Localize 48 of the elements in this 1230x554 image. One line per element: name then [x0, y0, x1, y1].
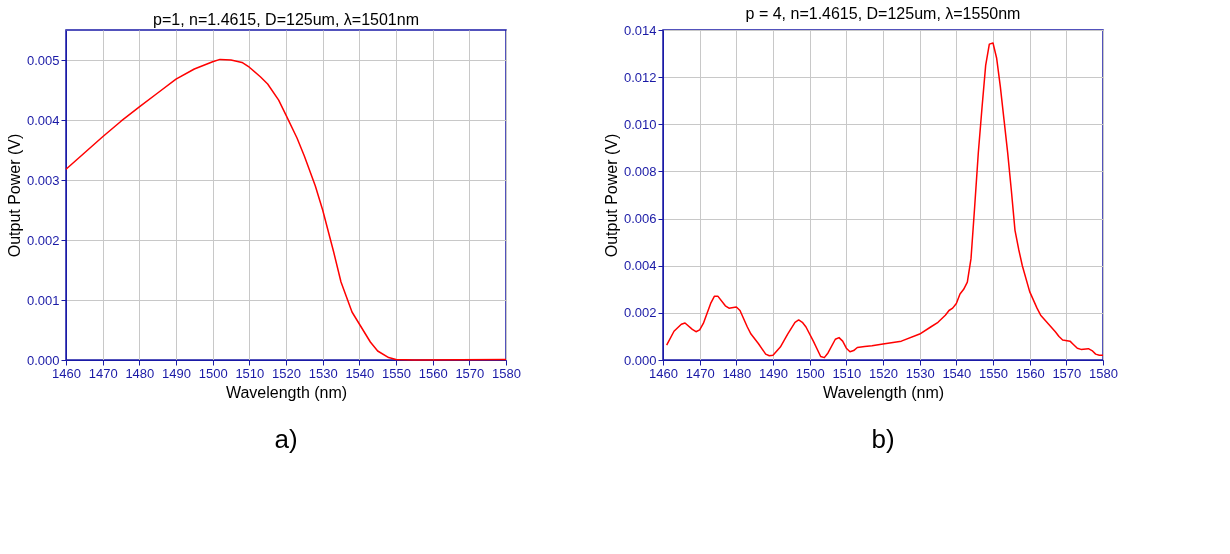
- x-tick-label: 1580: [492, 365, 521, 381]
- y-axis-title: Output Power (V): [602, 133, 620, 258]
- x-tick-label: 1530: [308, 365, 338, 381]
- y-tick-label: 0.004: [26, 112, 60, 128]
- x-axis-title: Wavelength (nm): [225, 383, 348, 401]
- y-axis-title: Output Power (V): [5, 133, 23, 258]
- x-tick-label: 1460: [52, 365, 81, 381]
- text: a): [274, 424, 298, 454]
- x-tick-label: 1460: [649, 365, 678, 381]
- x-tick-label: 1570: [455, 365, 485, 381]
- y-tick-label: 0.004: [623, 258, 657, 274]
- x-tick-label: 1480: [125, 365, 155, 381]
- y-tick-label: 0.000: [26, 352, 60, 368]
- x-axis-title: Wavelength (nm): [822, 383, 945, 401]
- x-tick-label: 1540: [942, 365, 972, 381]
- x-tick-label: 1490: [759, 365, 788, 381]
- x-tick-label: 1490: [162, 365, 191, 381]
- y-tick-label: 0.000: [623, 352, 657, 368]
- text: b): [871, 424, 895, 454]
- y-tick-label: 0.014: [623, 22, 657, 38]
- y-tick-label: 0.012: [623, 69, 657, 85]
- x-tick-label: 1570: [1052, 365, 1082, 381]
- y-tick-label: 0.002: [26, 232, 60, 248]
- x-tick-label: 1550: [382, 365, 411, 381]
- y-tick-label: 0.010: [623, 116, 657, 132]
- x-tick-label: 1550: [979, 365, 1008, 381]
- y-tick-label: 0.006: [623, 211, 657, 227]
- x-tick-label: 1540: [345, 365, 375, 381]
- x-tick-label: 1510: [832, 365, 862, 381]
- x-tick-label: 1580: [1089, 365, 1118, 381]
- x-tick-label: 1470: [685, 365, 715, 381]
- y-tick-label: 0.003: [26, 172, 60, 188]
- x-tick-label: 1500: [795, 365, 825, 381]
- x-tick-label: 1560: [418, 365, 448, 381]
- x-tick-label: 1520: [272, 365, 301, 381]
- x-tick-label: 1500: [198, 365, 228, 381]
- x-tick-label: 1470: [88, 365, 118, 381]
- x-tick-label: 1530: [905, 365, 935, 381]
- y-tick-label: 0.001: [26, 292, 60, 308]
- chart-title: p=1, n=1.4615, D=125um, λ=1501nm: [153, 11, 419, 28]
- x-tick-label: 1480: [722, 365, 752, 381]
- x-tick-label: 1510: [235, 365, 265, 381]
- x-tick-label: 1560: [1015, 365, 1045, 381]
- y-tick-label: 0.002: [623, 305, 657, 321]
- y-tick-label: 0.008: [623, 163, 657, 179]
- x-tick-label: 1520: [869, 365, 898, 381]
- y-tick-label: 0.005: [26, 52, 60, 68]
- chart-title: p = 4, n=1.4615, D=125um, λ=1550nm: [745, 5, 1021, 22]
